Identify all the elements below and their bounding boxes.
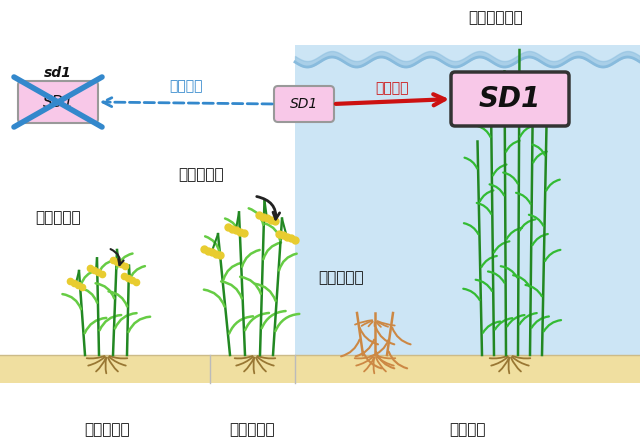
Text: 浮きイネ: 浮きイネ <box>449 423 486 437</box>
Text: 通常のイネ: 通常のイネ <box>230 423 275 437</box>
Bar <box>0 355 640 383</box>
Text: 洪水でも生存: 洪水でも生存 <box>468 11 523 25</box>
Text: sd1: sd1 <box>44 66 72 80</box>
FancyBboxPatch shape <box>274 86 334 122</box>
FancyBboxPatch shape <box>18 81 98 123</box>
Text: 洪水で枯死: 洪水で枯死 <box>318 270 364 285</box>
Text: 半瞮性イネ: 半瞮性イネ <box>84 423 130 437</box>
Text: 倒れにくい: 倒れにくい <box>35 210 81 226</box>
Bar <box>295 45 640 383</box>
Text: 機能強化: 機能強化 <box>376 81 409 95</box>
Text: SD1: SD1 <box>479 85 541 113</box>
Text: 倒れやすい: 倒れやすい <box>178 167 223 182</box>
Text: SD1: SD1 <box>42 95 74 110</box>
FancyBboxPatch shape <box>451 72 569 126</box>
Text: SD1: SD1 <box>290 97 318 111</box>
Text: 機能喪失: 機能喪失 <box>169 79 203 93</box>
